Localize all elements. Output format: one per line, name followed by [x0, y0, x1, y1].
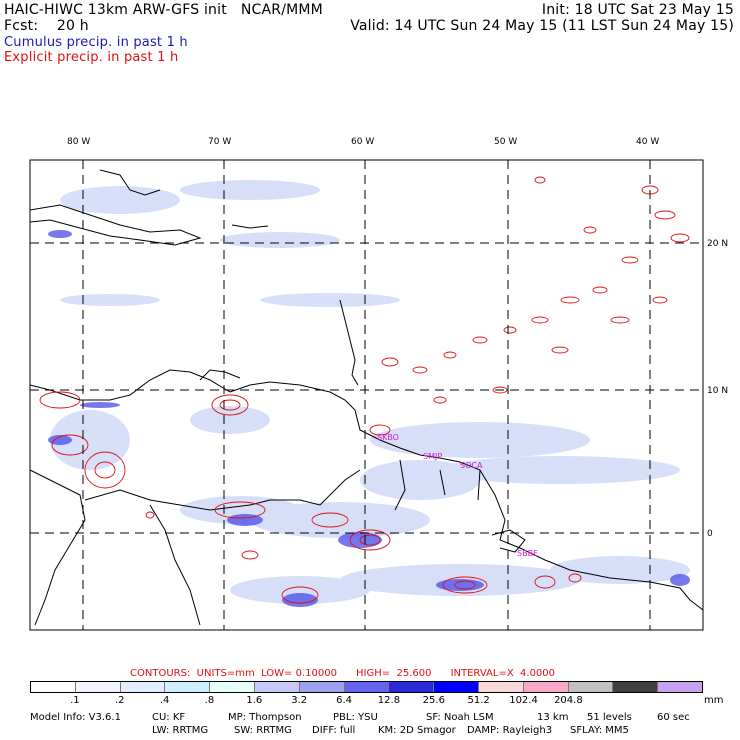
legend-swatch	[299, 682, 345, 692]
valid-time: Valid: 14 UTC Sun 24 May 15 (11 LST Sun …	[350, 18, 734, 34]
legend-swatch	[165, 682, 211, 692]
legend-swatch	[478, 682, 524, 692]
model-info-damp: DAMP: Rayleigh3	[467, 725, 553, 736]
color-legend	[30, 681, 703, 693]
model-info-timestep: 60 sec	[657, 712, 690, 723]
model-info-mp: MP: Thompson	[228, 712, 302, 723]
map-frame	[29, 159, 704, 631]
legend-swatch	[120, 682, 166, 692]
explicit-caption: Explicit precip. in past 1 h	[4, 50, 179, 65]
legend-tick-label: 6.4	[336, 695, 353, 706]
legend-tick-label: .1	[70, 695, 80, 706]
model-info-lw: LW: RRTMG	[152, 725, 209, 736]
model-info-diff: DIFF: full	[312, 725, 356, 736]
legend-swatch	[523, 682, 569, 692]
legend-tick-label: .8	[204, 695, 215, 706]
coastlines	[29, 169, 704, 626]
lon-label-50w: 50 W	[494, 137, 517, 147]
forecast-hour: Fcst: 20 h	[4, 18, 89, 34]
init-time: Init: 18 UTC Sat 23 May 15	[541, 2, 734, 18]
legend-tick-label: .4	[159, 695, 170, 706]
lon-label-40w: 40 W	[636, 137, 659, 147]
site-label-skbo: SKBO	[377, 433, 399, 442]
legend-tick-label: 102.4	[509, 695, 538, 706]
legend-swatch	[344, 682, 390, 692]
site-label-sbbe: SBBE	[517, 549, 538, 558]
explicit-precip-contours	[39, 176, 690, 604]
lon-label-80w: 80 W	[67, 137, 90, 147]
lat-label-0: 0	[707, 529, 713, 539]
model-info-levels: 51 levels	[587, 712, 632, 723]
model-info-km: KM: 2D Smagor	[378, 725, 456, 736]
cumulus-caption: Cumulus precip. in past 1 h	[4, 35, 188, 50]
model-info-pbl: PBL: YSU	[333, 712, 378, 723]
legend-swatch	[658, 682, 702, 692]
legend-swatch	[568, 682, 614, 692]
legend-swatch	[254, 682, 300, 692]
legend-swatch	[210, 682, 255, 692]
model-info-version: Model Info: V3.6.1	[30, 712, 121, 723]
lat-lon-grid	[30, 160, 703, 630]
lat-label-10n: 10 N	[707, 386, 728, 396]
legend-tick-label: 1.6	[246, 695, 263, 706]
legend-swatch	[434, 682, 479, 692]
lon-label-70w: 70 W	[208, 137, 231, 147]
legend-tick-label: .2	[114, 695, 125, 706]
legend-swatch	[75, 682, 121, 692]
legend-tick-label: 3.2	[291, 695, 308, 706]
precip-map: 80 W 70 W 60 W 50 W 40 W 20 N 10 N 0 SKB…	[29, 137, 728, 631]
legend-swatch	[613, 682, 659, 692]
legend-tick-label: 204.8	[554, 695, 583, 706]
model-info-cu: CU: KF	[152, 712, 186, 723]
legend-swatch	[31, 682, 76, 692]
contours-info: CONTOURS: UNITS=mm LOW= 0.10000 HIGH= 25…	[130, 668, 556, 679]
lat-label-20n: 20 N	[707, 239, 728, 249]
site-label-soca: SOCA	[460, 461, 483, 470]
legend-tick-label: 12.8	[377, 695, 401, 706]
header-title: HAIC-HIWC 13km ARW-GFS init NCAR/MMM	[4, 2, 323, 18]
legend-tick-label: 51.2	[467, 695, 490, 706]
model-info-sw: SW: RRTMG	[234, 725, 292, 736]
legend-swatch	[389, 682, 435, 692]
lon-label-60w: 60 W	[351, 137, 374, 147]
legend-units: mm	[704, 695, 724, 706]
model-info-sflay: SFLAY: MM5	[570, 725, 629, 736]
legend-ticks: .1 .2 .4 .8 1.6 3.2 6.4 12.8 25.6 51.2 102.4 204.8	[30, 695, 703, 707]
model-info-sf: SF: Noah LSM	[426, 712, 494, 723]
site-label-smjp: SMJP	[423, 452, 442, 461]
legend-tick-label: 25.6	[422, 695, 445, 706]
model-info-resolution: 13 km	[537, 712, 569, 723]
